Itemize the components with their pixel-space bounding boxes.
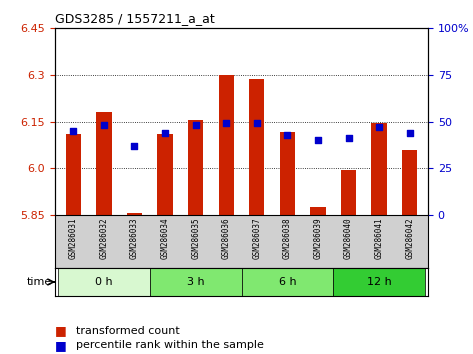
Text: GSM286037: GSM286037 xyxy=(252,218,261,259)
Text: ■: ■ xyxy=(55,339,67,352)
Bar xyxy=(158,134,173,215)
Text: GSM286033: GSM286033 xyxy=(130,218,139,259)
Bar xyxy=(188,120,203,215)
Bar xyxy=(249,79,264,215)
Text: GSM286031: GSM286031 xyxy=(69,218,78,259)
Text: GSM286036: GSM286036 xyxy=(222,218,231,259)
Bar xyxy=(150,268,242,296)
Text: 12 h: 12 h xyxy=(367,277,392,287)
Point xyxy=(284,132,291,137)
Point xyxy=(100,122,108,128)
Point xyxy=(222,121,230,126)
Bar xyxy=(333,268,425,296)
Text: GSM286042: GSM286042 xyxy=(405,218,414,259)
Point xyxy=(161,130,169,136)
Point xyxy=(70,128,77,134)
Text: GSM286038: GSM286038 xyxy=(283,218,292,259)
Bar xyxy=(371,123,387,215)
Point xyxy=(253,121,261,126)
Point xyxy=(314,137,322,143)
Text: percentile rank within the sample: percentile rank within the sample xyxy=(76,340,264,350)
Point xyxy=(131,143,138,149)
Text: 6 h: 6 h xyxy=(279,277,296,287)
Text: GSM286035: GSM286035 xyxy=(191,218,200,259)
Text: GSM286034: GSM286034 xyxy=(160,218,169,259)
Bar xyxy=(242,268,333,296)
Bar xyxy=(280,132,295,215)
Text: ■: ■ xyxy=(55,325,67,337)
Point xyxy=(406,130,413,136)
Bar xyxy=(341,170,356,215)
Bar xyxy=(127,213,142,215)
Bar xyxy=(402,149,417,215)
Text: GSM286040: GSM286040 xyxy=(344,218,353,259)
Bar xyxy=(58,268,150,296)
Text: 0 h: 0 h xyxy=(95,277,113,287)
Bar xyxy=(310,207,325,215)
Point xyxy=(192,122,200,128)
Text: transformed count: transformed count xyxy=(76,326,180,336)
Point xyxy=(345,136,352,141)
Text: 3 h: 3 h xyxy=(187,277,204,287)
Bar xyxy=(96,112,112,215)
Text: GSM286039: GSM286039 xyxy=(314,218,323,259)
Text: GDS3285 / 1557211_a_at: GDS3285 / 1557211_a_at xyxy=(55,12,215,25)
Text: GSM286032: GSM286032 xyxy=(99,218,108,259)
Bar xyxy=(66,134,81,215)
Bar xyxy=(219,75,234,215)
Text: time: time xyxy=(26,277,52,287)
Text: GSM286041: GSM286041 xyxy=(375,218,384,259)
Point xyxy=(375,124,383,130)
